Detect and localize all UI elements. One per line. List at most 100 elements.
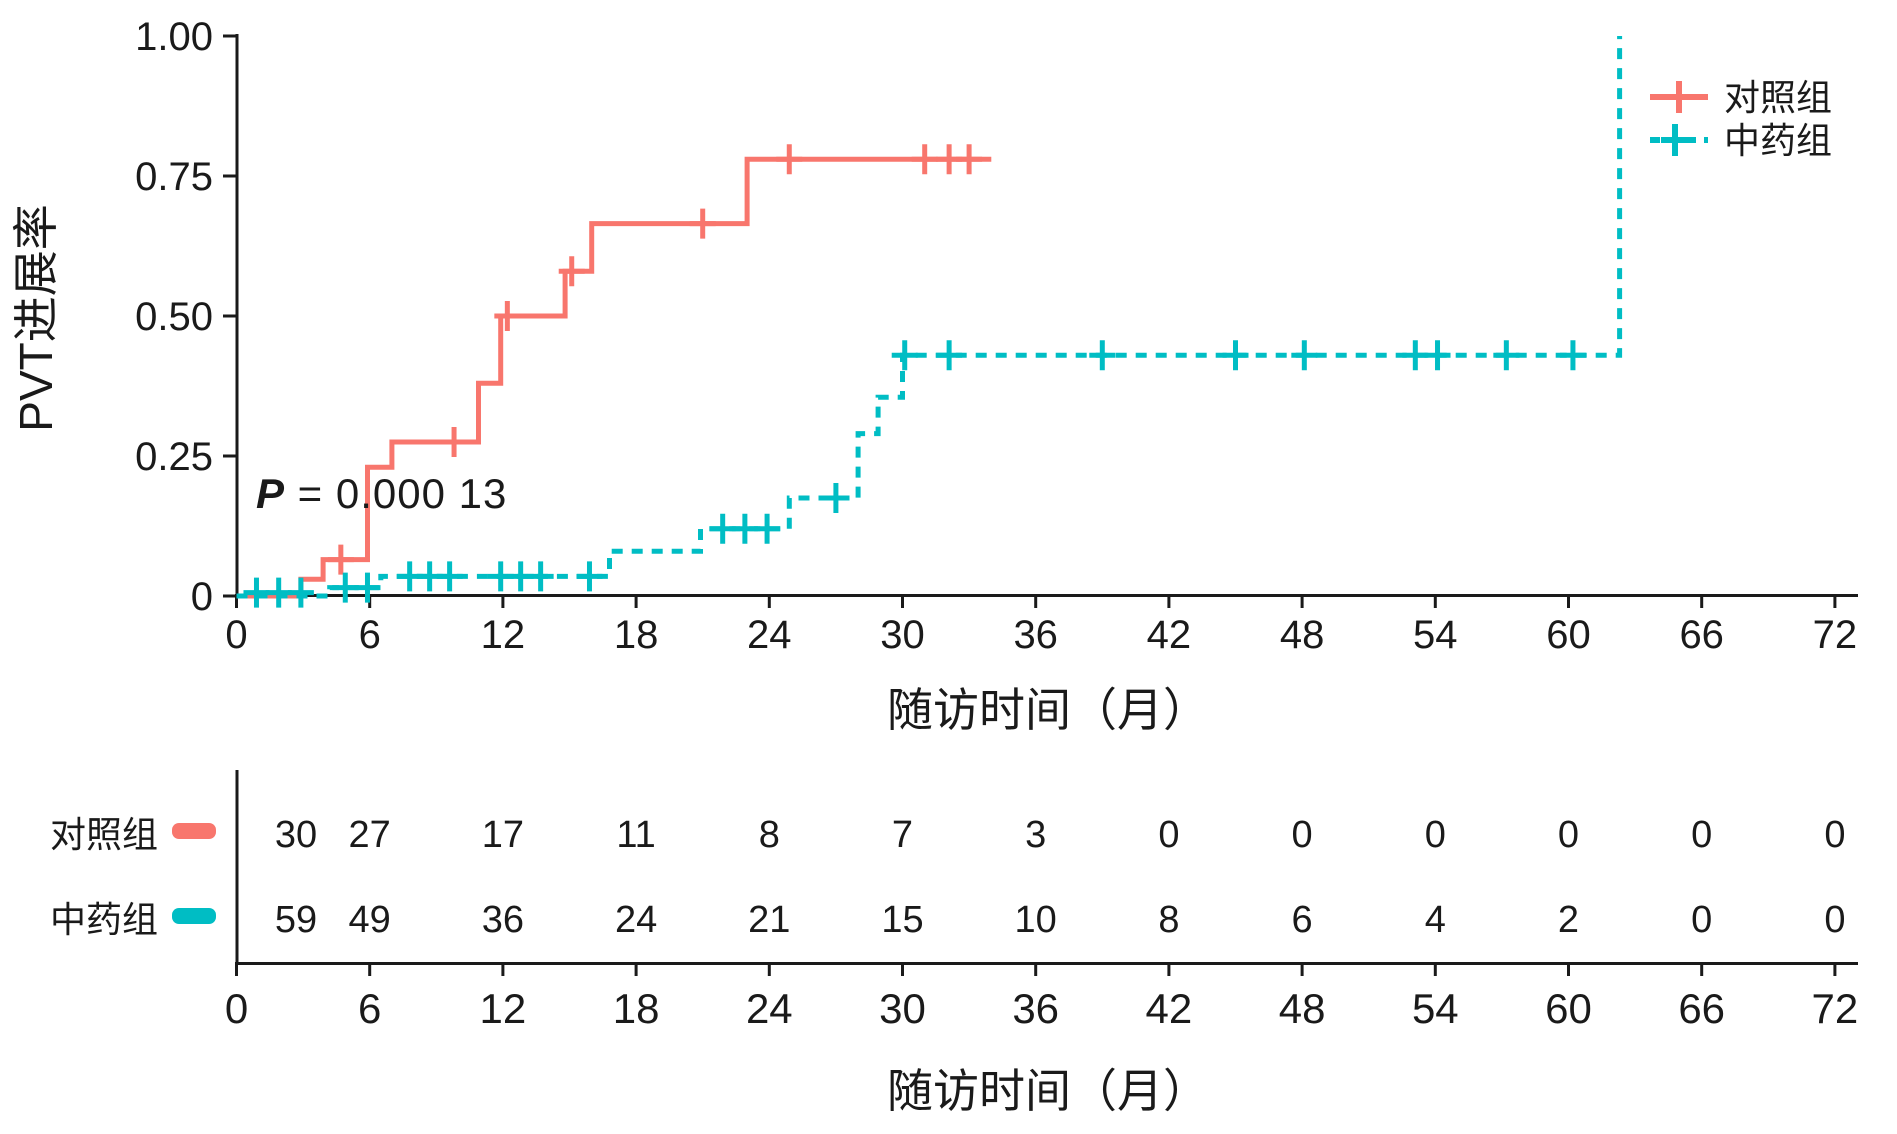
risk-counts-group: 30 27 17 11 8 7 3 0 0 0 0 0 059 49 36 24 21 15 10 8 6 4 2 0 0 [275, 814, 1846, 941]
risk-x-tick-label: 42 [1146, 985, 1193, 1032]
risk-table-row-header-control: 对照组 [50, 814, 216, 855]
herb-censor-mark [1493, 340, 1520, 371]
x-tick-label: 54 [1413, 613, 1458, 657]
legend-label-herb: 中药组 [1724, 120, 1832, 161]
risk-x-tick-label: 66 [1678, 985, 1725, 1032]
herb-censor-mark [822, 483, 849, 513]
herb-censor-mark [1089, 340, 1116, 371]
risk-count: 17 [482, 814, 524, 856]
legend: 对照组 中药组 [1650, 77, 1832, 161]
risk-count: 0 [1824, 814, 1845, 856]
herb-censor-mark [265, 577, 292, 608]
control-censor-mark [776, 144, 803, 175]
risk-count: 2 [1558, 899, 1579, 941]
control-censor-mark [441, 427, 468, 457]
x-tick-label: 42 [1147, 613, 1192, 657]
control-censor-mark [327, 544, 354, 575]
risk-count: 36 [482, 899, 524, 941]
control-swatch-icon [172, 823, 216, 839]
axis-ticks-group: 00.250.500.751.000 6 12 18 24 30 36 42 48 54 60 66 7… [135, 15, 1858, 1032]
x-tick-label: 18 [614, 613, 659, 657]
x-tick-label: 30 [880, 613, 925, 657]
herb-censor-mark [436, 561, 463, 592]
risk-count: 4 [1425, 899, 1446, 941]
risk-table-x-axis-title: 随访时间（月） [887, 1065, 1209, 1117]
y-axis-title: PVT进展率 [10, 204, 62, 431]
y-tick-label: 0.50 [135, 295, 213, 339]
risk-count: 30 [275, 814, 317, 856]
x-axis-title: 随访时间（月） [887, 684, 1209, 736]
risk-count: 3 [1025, 814, 1046, 856]
risk-count: 0 [1292, 814, 1313, 856]
x-tick-label: 60 [1546, 613, 1591, 657]
herb-censor-mark [243, 577, 270, 608]
y-tick-label: 1.00 [135, 15, 213, 59]
legend-item-control: 对照组 [1650, 77, 1832, 118]
p-value-number: = 0.000 13 [285, 470, 507, 517]
control-censor-mark [558, 256, 585, 287]
herb-censor-mark [332, 572, 359, 603]
risk-count: 0 [1425, 814, 1446, 856]
herb-censor-mark [1559, 340, 1586, 371]
herb-censor-mark [891, 340, 918, 371]
herb-censor-mark [576, 561, 603, 592]
risk-count: 27 [349, 814, 391, 856]
legend-item-herb: 中药组 [1650, 120, 1832, 161]
legend-label-control: 对照组 [1724, 77, 1832, 118]
risk-count: 6 [1292, 899, 1313, 941]
risk-x-tick-label: 0 [225, 985, 248, 1032]
risk-count: 8 [759, 814, 780, 856]
risk-count: 7 [892, 814, 913, 856]
x-tick-label: 6 [359, 613, 381, 657]
herb-censor-mark [354, 572, 381, 603]
risk-x-tick-label: 54 [1412, 985, 1459, 1032]
risk-count: 49 [349, 899, 391, 941]
curves-group [236, 36, 1623, 608]
risk-table-row-header-herb: 中药组 [50, 899, 216, 940]
risk-row-label-control: 对照组 [50, 814, 158, 855]
control-censor-mark [689, 208, 716, 239]
risk-count: 59 [275, 899, 317, 941]
risk-count: 15 [881, 899, 923, 941]
y-tick-label: 0.75 [135, 155, 213, 199]
herb-censor-mark [936, 340, 963, 371]
risk-x-tick-label: 6 [358, 985, 381, 1032]
risk-x-tick-label: 24 [746, 985, 793, 1032]
x-tick-label: 66 [1679, 613, 1724, 657]
x-tick-label: 12 [481, 613, 526, 657]
risk-count: 0 [1691, 899, 1712, 941]
p-value-annotation: P = 0.000 13 [256, 470, 507, 517]
p-value-symbol: P [256, 470, 285, 517]
x-tick-label: 72 [1813, 613, 1858, 657]
risk-x-tick-label: 12 [480, 985, 527, 1032]
risk-count: 10 [1015, 899, 1057, 941]
risk-count: 11 [616, 814, 655, 856]
herb-censor-mark [1222, 340, 1249, 371]
risk-x-tick-label: 60 [1545, 985, 1592, 1032]
risk-count: 0 [1691, 814, 1712, 856]
risk-x-tick-label: 18 [613, 985, 660, 1032]
herb-censor-mark [1402, 340, 1429, 371]
control-censor-mark [911, 144, 938, 175]
control-censor-mark [956, 144, 983, 175]
risk-count: 0 [1158, 814, 1179, 856]
x-tick-label: 36 [1013, 613, 1058, 657]
risk-row-label-herb: 中药组 [50, 899, 158, 940]
risk-count: 0 [1824, 899, 1845, 941]
risk-x-tick-label: 36 [1012, 985, 1059, 1032]
herb-censor-mark [731, 513, 758, 544]
control-curve [236, 156, 992, 599]
risk-count: 24 [615, 899, 657, 941]
control-legend-plus-icon [1665, 81, 1693, 113]
y-tick-label: 0.25 [135, 435, 213, 479]
herb-curve [236, 36, 1623, 599]
risk-x-tick-label: 30 [879, 985, 926, 1032]
risk-count: 21 [748, 899, 790, 941]
risk-x-tick-label: 48 [1279, 985, 1326, 1032]
herb-censor-mark [709, 513, 736, 544]
herb-legend-plus-icon [1661, 124, 1689, 156]
herb-censor-mark [754, 513, 781, 544]
risk-count: 0 [1558, 814, 1579, 856]
